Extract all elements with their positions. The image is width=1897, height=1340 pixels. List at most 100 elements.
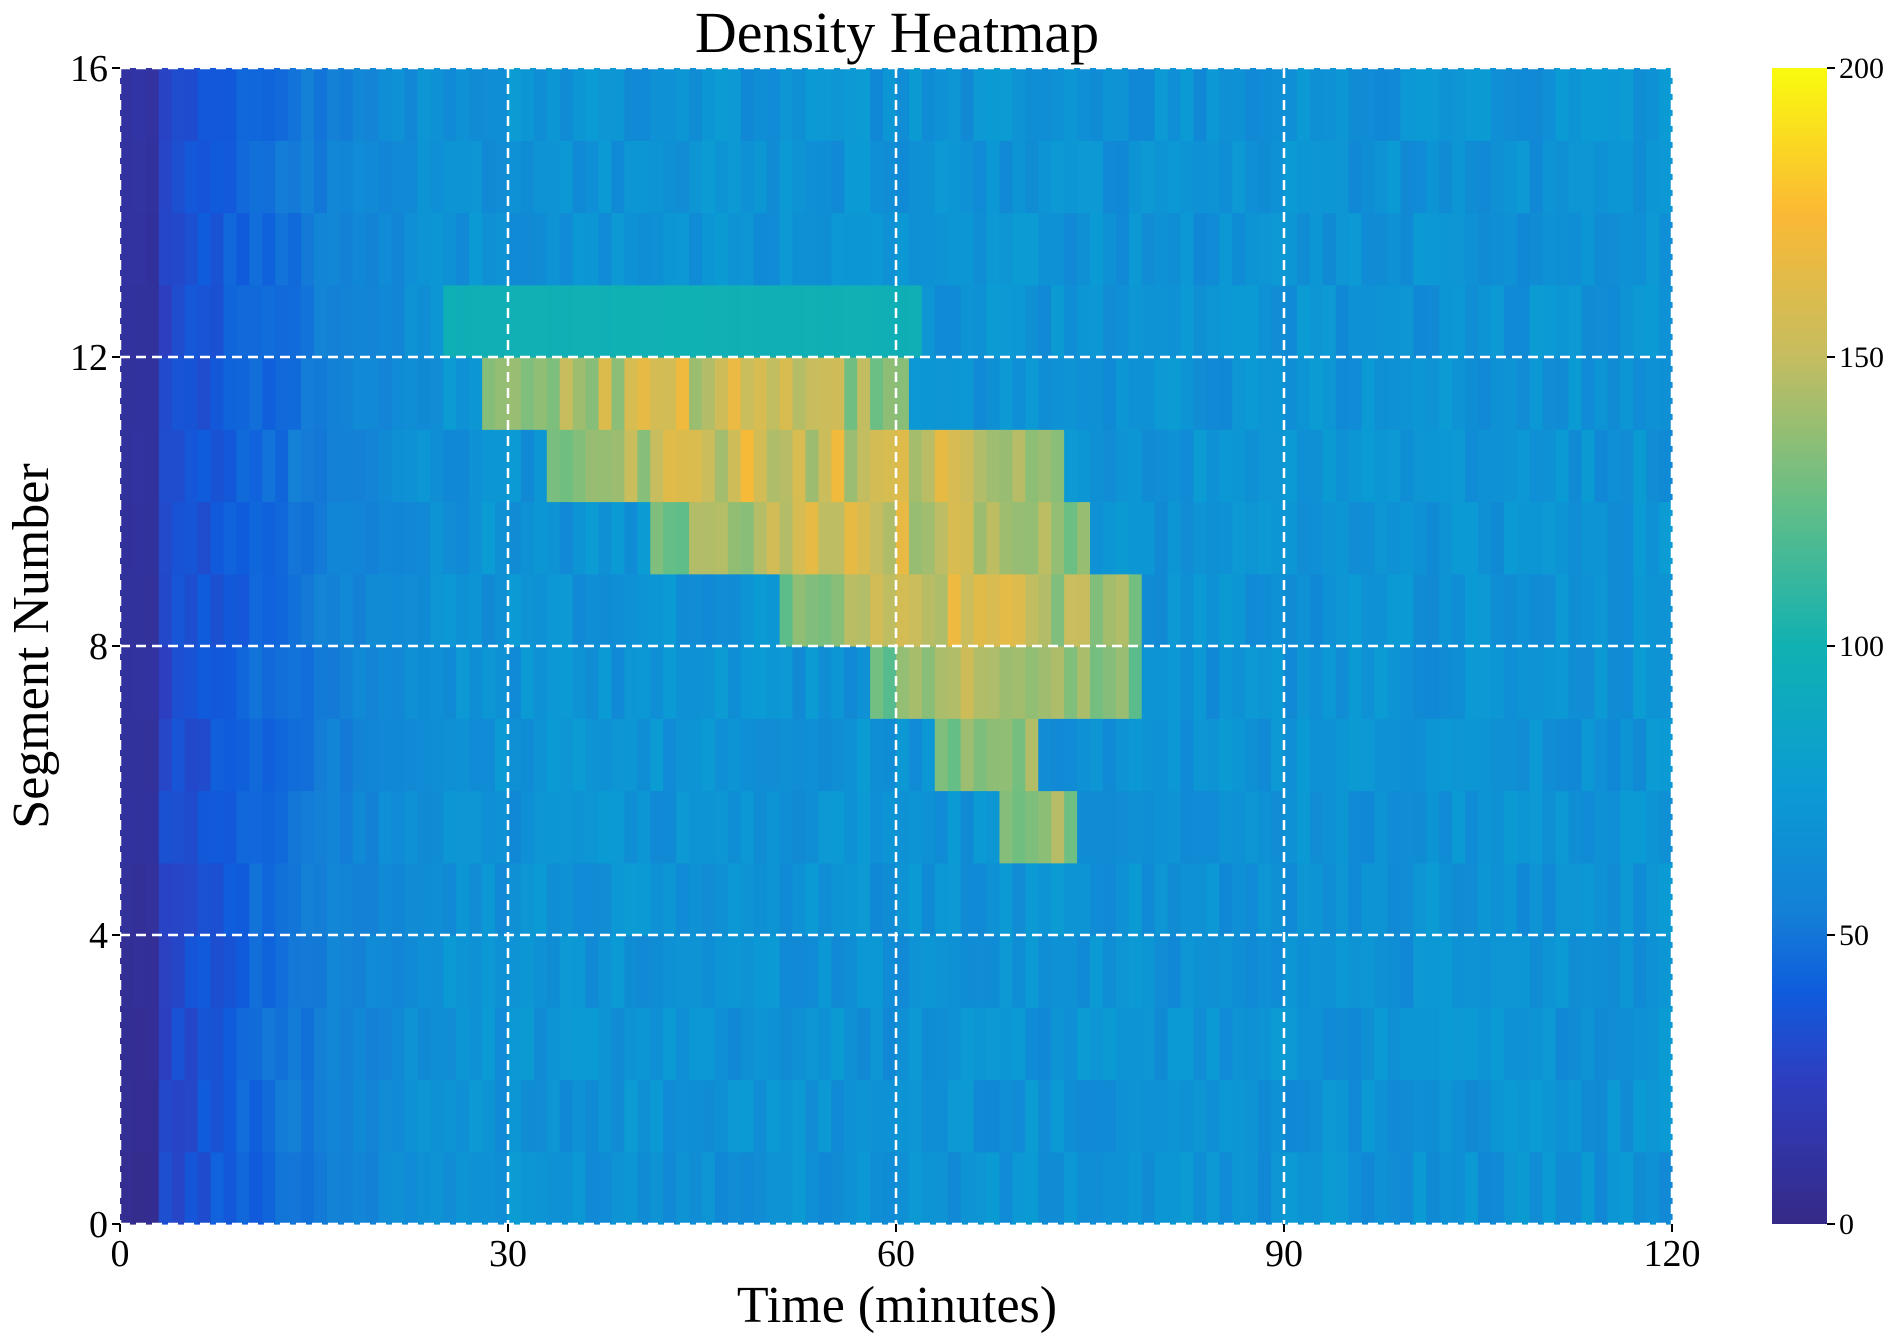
heatmap-cell: [314, 790, 328, 864]
heatmap-cell: [818, 212, 832, 286]
heatmap-cell: [870, 140, 884, 214]
heatmap-cell: [430, 862, 444, 936]
heatmap-cell: [533, 1151, 548, 1225]
heatmap-cell: [1167, 501, 1182, 575]
heatmap-cell: [1167, 429, 1182, 503]
heatmap-cell: [262, 68, 276, 141]
heatmap-cell: [1516, 357, 1531, 430]
heatmap-cell: [391, 429, 406, 503]
heatmap-cell: [870, 212, 884, 286]
heatmap-cell: [1271, 935, 1285, 1008]
heatmap-cell: [210, 1079, 225, 1153]
heatmap-cell: [1503, 646, 1518, 719]
heatmap-cell: [365, 573, 380, 647]
heatmap-cell: [1012, 790, 1026, 864]
heatmap-cell: [1206, 501, 1220, 575]
heatmap-cell: [1141, 212, 1156, 286]
heatmap-cell: [1465, 862, 1479, 936]
heatmap-cell: [1478, 1079, 1492, 1153]
heatmap-cell: [805, 212, 819, 286]
heatmap-cell: [120, 1007, 134, 1081]
heatmap-cell: [1516, 573, 1531, 647]
heatmap-cell: [288, 1079, 302, 1153]
heatmap-cell: [1309, 212, 1324, 286]
heatmap-cell: [585, 935, 600, 1008]
heatmap-cell: [1555, 1007, 1570, 1081]
heatmap-cell: [1659, 501, 1673, 575]
heatmap-cell: [520, 1079, 535, 1153]
heatmap-cell: [1077, 1151, 1091, 1225]
heatmap-cell: [1296, 429, 1311, 503]
heatmap-cell: [158, 646, 173, 719]
heatmap-cell: [1038, 68, 1052, 141]
heatmap-cells: [120, 68, 1673, 1225]
heatmap-cell: [1439, 935, 1453, 1008]
heatmap-cell: [365, 357, 380, 430]
heatmap-cell: [1309, 573, 1324, 647]
heatmap-cell: [908, 357, 923, 430]
heatmap-cell: [430, 357, 444, 430]
heatmap-cell: [1141, 1079, 1156, 1153]
heatmap-cell: [132, 68, 147, 141]
heatmap-cell: [430, 1007, 444, 1081]
heatmap-cell: [1206, 1079, 1220, 1153]
heatmap-cell: [1478, 429, 1492, 503]
heatmap-cell: [1542, 212, 1557, 286]
heatmap-cell: [831, 1079, 845, 1153]
heatmap-cell: [1555, 357, 1570, 430]
heatmap-cell: [145, 140, 160, 214]
heatmap-cell: [1594, 1151, 1608, 1225]
heatmap-cell: [1180, 429, 1195, 503]
heatmap-cell: [1102, 284, 1117, 358]
heatmap-cell: [1012, 429, 1026, 503]
heatmap-cell: [314, 573, 328, 647]
heatmap-cell: [391, 573, 406, 647]
heatmap-cell: [753, 1079, 768, 1153]
heatmap-cell: [1219, 862, 1233, 936]
heatmap-cell: [1284, 429, 1298, 503]
colorbar-tick-label: 100: [1839, 630, 1884, 663]
heatmap-cell: [1659, 1151, 1673, 1225]
heatmap-cell: [1646, 790, 1660, 864]
heatmap-cell: [1374, 573, 1389, 647]
heatmap-cell: [818, 790, 832, 864]
heatmap-cell: [1503, 357, 1518, 430]
heatmap-cell: [301, 790, 315, 864]
heatmap-cell: [1387, 68, 1401, 141]
heatmap-cell: [1219, 790, 1233, 864]
heatmap-cell: [572, 284, 587, 358]
heatmap-cell: [1503, 429, 1518, 503]
heatmap-cell: [171, 284, 186, 358]
heatmap-cell: [921, 429, 936, 503]
heatmap-cell: [417, 935, 431, 1008]
heatmap-cell: [184, 573, 199, 647]
heatmap-cell: [288, 718, 302, 792]
heatmap-cell: [844, 284, 858, 358]
heatmap-cell: [598, 718, 613, 792]
heatmap-cell: [1529, 646, 1544, 719]
heatmap-cell: [1581, 573, 1595, 647]
heatmap-cell: [1542, 1151, 1557, 1225]
heatmap-cell: [714, 1007, 729, 1081]
heatmap-cell: [1141, 1151, 1156, 1225]
heatmap-cell: [1361, 718, 1376, 792]
heatmap-cell: [1090, 284, 1104, 358]
heatmap-cell: [585, 718, 600, 792]
heatmap-cell: [1478, 212, 1492, 286]
heatmap-cell: [1594, 790, 1608, 864]
heatmap-cell: [120, 501, 134, 575]
heatmap-cell: [120, 284, 134, 358]
heatmap-cell: [171, 429, 186, 503]
heatmap-cell: [883, 1151, 897, 1225]
heatmap-cell: [1348, 1007, 1363, 1081]
heatmap-cell: [766, 68, 781, 141]
heatmap-cell: [1465, 212, 1479, 286]
heatmap-cell: [1206, 862, 1220, 936]
heatmap-cell: [1115, 573, 1130, 647]
heatmap-cell: [1051, 862, 1065, 936]
heatmap-cell: [378, 646, 393, 719]
heatmap-cell: [663, 140, 677, 214]
heatmap-cell: [158, 357, 173, 430]
heatmap-cell: [1193, 429, 1207, 503]
heatmap-cell: [1258, 1151, 1272, 1225]
